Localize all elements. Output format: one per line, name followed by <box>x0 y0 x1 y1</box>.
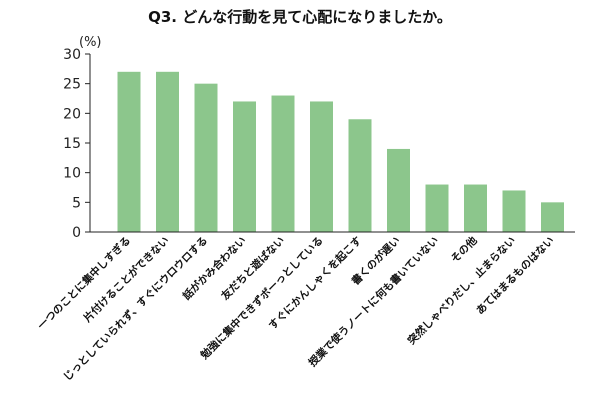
bar <box>156 71 179 232</box>
bar <box>271 95 295 233</box>
y-tick-label: 10 <box>63 166 81 182</box>
x-category-label: 友だちと遊ばない <box>218 234 287 303</box>
bar <box>310 101 333 232</box>
x-category-label: その他 <box>448 234 480 266</box>
y-axis-unit: (%) <box>79 35 102 50</box>
bar <box>233 101 256 232</box>
x-axis-labels: 一つのことに集中しすぎる片付けることができないじっとしていられず、すぐにウロウロ… <box>35 234 557 384</box>
bar <box>348 119 372 232</box>
bar <box>194 83 218 233</box>
bar <box>541 202 564 232</box>
y-tick-label: 0 <box>72 225 81 241</box>
y-tick-label: 25 <box>63 77 81 93</box>
y-tick-label: 30 <box>63 47 81 63</box>
bar <box>425 184 449 232</box>
bar <box>464 184 487 232</box>
y-tick-label: 20 <box>63 106 81 122</box>
bar <box>117 71 141 232</box>
x-category-label: じっとしていられず、すぐにウロウロする <box>61 234 211 384</box>
x-category-label: 話がかみ合わない <box>180 234 249 303</box>
bar <box>387 148 410 232</box>
bars-group <box>117 71 564 233</box>
y-tick-label: 15 <box>63 136 81 152</box>
bar <box>502 190 526 232</box>
x-category-label: あてはまるものはない <box>473 234 556 317</box>
chart-title: Q3. どんな行動を見て心配になりましたか。 <box>148 8 452 26</box>
y-axis: 0 5 10 15 20 25 30 <box>63 47 575 241</box>
y-tick-label: 5 <box>72 195 81 211</box>
